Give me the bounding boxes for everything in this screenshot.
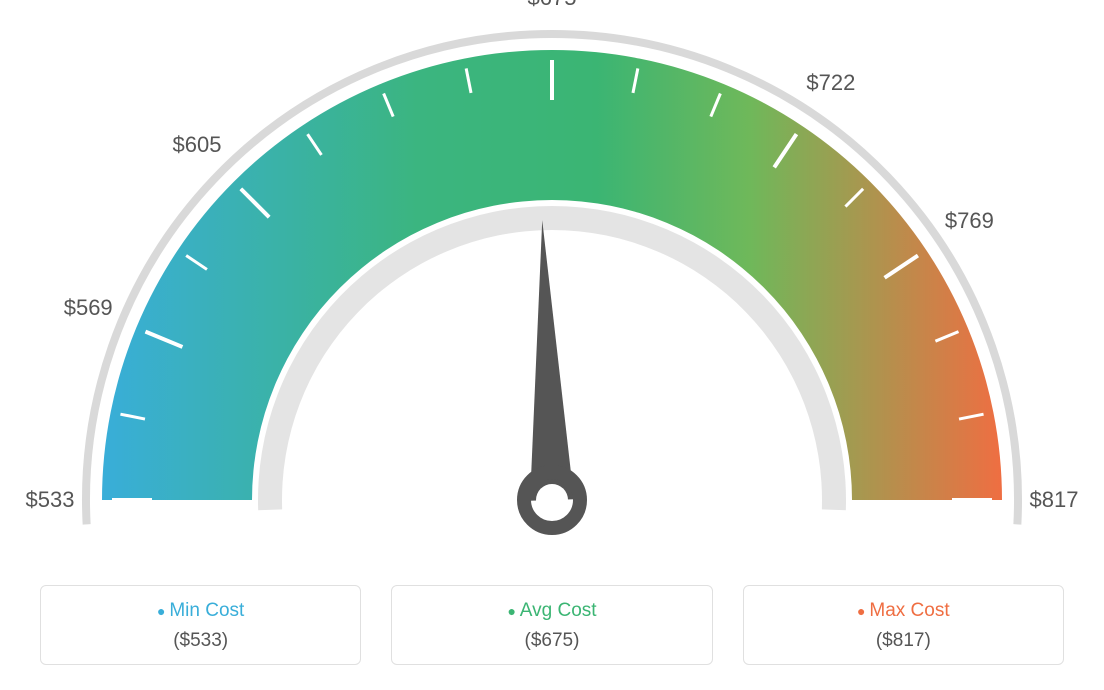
gauge-tick-label: $769 xyxy=(945,208,994,234)
legend-title-avg: Avg Cost xyxy=(392,600,711,622)
legend-value-max: ($817) xyxy=(744,630,1063,652)
legend-card-min: Min Cost ($533) xyxy=(40,585,361,665)
gauge-tick-label: $817 xyxy=(1030,487,1079,513)
gauge-tick-label: $605 xyxy=(173,132,222,158)
gauge-tick-label: $722 xyxy=(806,70,855,96)
gauge-tick-label: $533 xyxy=(26,487,75,513)
cost-gauge-widget: $533 $569 $605 $675 $722 $769 $817 Min Cost ($… xyxy=(0,0,1104,690)
legend-card-avg: Avg Cost ($675) xyxy=(391,585,712,665)
legend-value-min: ($533) xyxy=(41,630,360,652)
gauge-tick-label: $675 xyxy=(528,0,577,11)
legend-title-max: Max Cost xyxy=(744,600,1063,622)
gauge-chart: $533 $569 $605 $675 $722 $769 $817 xyxy=(0,0,1104,560)
legend-value-avg: ($675) xyxy=(392,630,711,652)
gauge-tick-label: $569 xyxy=(64,295,113,321)
legend-card-max: Max Cost ($817) xyxy=(743,585,1064,665)
gauge-svg xyxy=(0,0,1104,560)
legend-row: Min Cost ($533) Avg Cost ($675) Max Cost… xyxy=(40,585,1064,665)
legend-title-min: Min Cost xyxy=(41,600,360,622)
